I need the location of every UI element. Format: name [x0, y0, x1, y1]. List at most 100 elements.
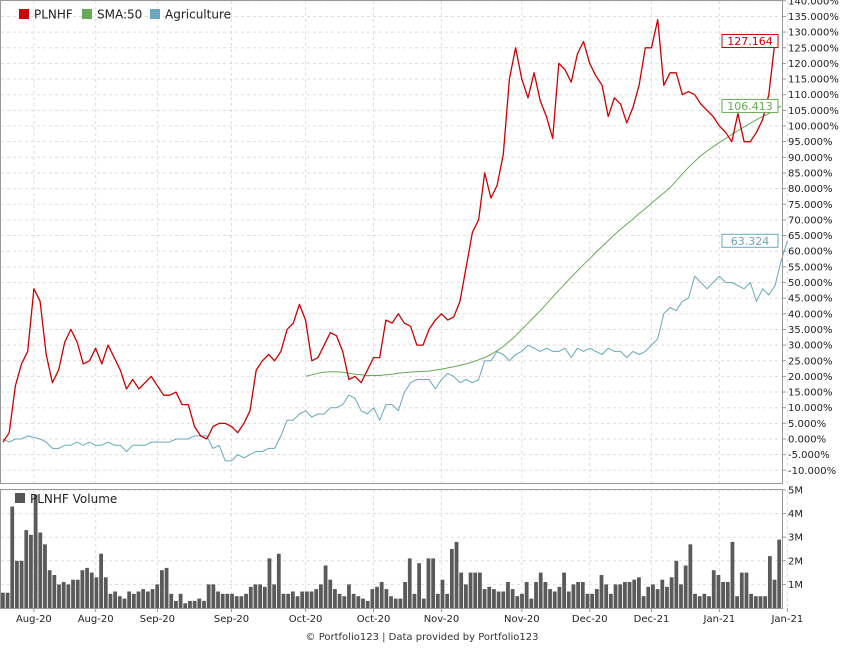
volume-bar — [501, 591, 506, 608]
volume-bar — [716, 575, 721, 608]
volume-bar — [646, 586, 651, 608]
volume-bar — [683, 565, 688, 608]
y-tick-label: 2M — [788, 556, 803, 567]
last-value-box — [721, 33, 779, 48]
volume-bar — [248, 586, 253, 608]
volume-bar — [552, 591, 557, 608]
volume-bar — [57, 584, 61, 608]
y-tick-label: 70.000% — [788, 215, 833, 226]
volume-bar — [763, 596, 768, 608]
volume-bar — [225, 593, 230, 608]
volume-bar — [777, 539, 782, 608]
volume-bar — [431, 558, 436, 608]
volume-bar — [230, 593, 234, 608]
volume-bar — [594, 589, 599, 608]
volume-panel-grid — [1, 489, 788, 608]
volume-bar — [758, 596, 763, 608]
volume-bar — [707, 596, 711, 608]
volume-bar — [697, 596, 702, 608]
y-tick-label: 95.000% — [788, 137, 833, 148]
volume-bar — [711, 570, 716, 608]
volume-bar — [319, 584, 323, 608]
volume-bar — [220, 593, 225, 608]
y-tick-label: 4M — [788, 509, 803, 520]
volume-bar — [43, 544, 47, 608]
volume-bar — [585, 593, 590, 608]
volume-bar — [328, 579, 333, 608]
volume-bar — [730, 541, 735, 608]
y-tick-label: 15.000% — [788, 388, 833, 399]
last-value-label: 127.164 — [727, 35, 773, 48]
y-tick-label: -5.000% — [788, 450, 830, 461]
last-value-label: 106.413 — [727, 100, 773, 113]
volume-bar — [478, 572, 482, 608]
volume-bar — [627, 582, 632, 608]
volume-bar — [1, 592, 5, 608]
volume-bar — [136, 591, 141, 608]
volume-bars — [1, 494, 782, 608]
main-panel-grid — [1, 0, 788, 484]
y-tick-label: 110.000% — [788, 90, 839, 101]
volume-bar — [300, 591, 305, 608]
volume-bar — [33, 494, 38, 608]
volume-bar — [487, 586, 492, 608]
volume-bar — [192, 600, 197, 608]
main-y-axis: 140.000% 135.000% 130.000% 125.000% 120.000%… — [782, 0, 839, 477]
y-tick-label: 50.000% — [788, 278, 833, 289]
volume-bar — [94, 577, 99, 608]
main-legend: PLNHF SMA:50 Agriculture — [19, 8, 231, 22]
volume-panel-frame — [0, 489, 783, 609]
legend-label: Agriculture — [165, 8, 231, 22]
volume-bar — [454, 541, 459, 608]
y-tick-label: 35.000% — [788, 325, 833, 336]
volume-bar — [613, 584, 618, 608]
volume-bar — [47, 570, 52, 608]
volume-bar — [304, 591, 309, 608]
volume-bar — [548, 589, 552, 608]
volume-bar — [183, 603, 188, 608]
volume-bar — [375, 586, 379, 608]
volume-bar — [71, 579, 75, 608]
volume-bar — [753, 596, 758, 608]
y-tick-label: 5.000% — [788, 419, 826, 430]
x-tick-label: Jan-21 — [770, 614, 803, 625]
last-value-label: 63.324 — [731, 235, 770, 248]
volume-bar — [347, 584, 351, 608]
volume-bar — [529, 598, 534, 608]
volume-bar — [272, 584, 277, 608]
volume-bar — [99, 553, 103, 608]
volume-bar — [510, 589, 515, 608]
volume-bar — [674, 560, 679, 608]
volume-bar — [361, 598, 365, 608]
volume-bar — [342, 596, 347, 608]
volume-bar — [618, 584, 623, 608]
legend-label: SMA:50 — [97, 8, 142, 22]
volume-bar — [693, 593, 697, 608]
volume-bar — [66, 584, 71, 608]
volume-bar — [735, 596, 740, 608]
volume-bar — [482, 589, 487, 608]
volume-bar — [290, 591, 295, 608]
volume-bar — [103, 577, 108, 608]
volume-bar — [337, 593, 342, 608]
y-tick-label: 120.000% — [788, 59, 839, 70]
x-axis: Aug-20 Aug-20 Sep-20 Sep-20 Oct-20 Oct-20 Nov-… — [16, 608, 803, 625]
volume-bar — [440, 579, 445, 608]
volume-bar — [258, 584, 262, 608]
volume-bar — [721, 582, 725, 608]
y-tick-label: -10.000% — [788, 466, 836, 477]
volume-bar — [314, 589, 319, 608]
volume-bar — [772, 579, 777, 608]
volume-bar — [24, 530, 29, 608]
volume-bar — [665, 586, 669, 608]
volume-bar — [38, 532, 43, 608]
volume-bar — [749, 593, 754, 608]
volume-bar — [739, 572, 744, 608]
volume-bar — [80, 570, 85, 608]
volume-bar — [160, 570, 164, 608]
x-tick-label: Dec-20 — [572, 614, 608, 625]
y-tick-label: 75.000% — [788, 200, 833, 211]
volume-bar — [449, 549, 454, 608]
series-line-agriculture — [2, 240, 788, 462]
